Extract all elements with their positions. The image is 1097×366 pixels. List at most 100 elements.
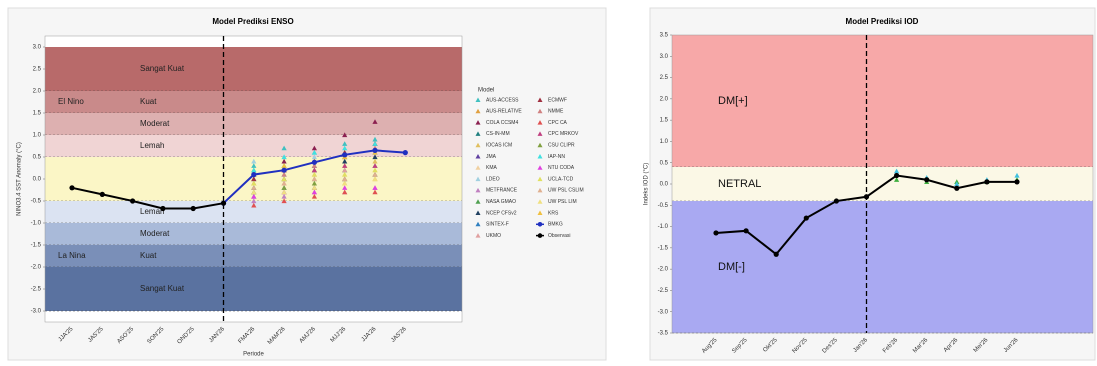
y-tick-label: 2.5: [33, 67, 42, 73]
y-tick-label: -1.5: [31, 243, 42, 249]
legend-marker: [475, 142, 481, 148]
y-tick-label: 2.0: [33, 89, 42, 95]
y-axis-label: Indeks IOD (°C): [644, 163, 650, 205]
y-tick-label: 0.0: [660, 182, 669, 188]
y-tick-label: -1.0: [658, 224, 669, 230]
model-point: [311, 180, 317, 186]
y-tick-label: -3.0: [658, 309, 669, 315]
legend-label: CS-IN-MM: [486, 131, 510, 137]
model-point: [311, 145, 317, 151]
series-point: [372, 147, 378, 153]
legend-label: ECMWF: [548, 97, 567, 103]
model-point: [311, 185, 317, 190]
series-point: [894, 172, 900, 179]
band-group-label: El Nino: [58, 97, 84, 106]
plot-frame: [44, 35, 463, 323]
band: [672, 35, 1093, 167]
legend-label: KRS: [548, 210, 559, 216]
y-tick-label: 2.5: [660, 75, 669, 81]
legend-marker: [537, 176, 543, 182]
model-point: [251, 180, 257, 186]
model-point: [372, 119, 378, 124]
legend-label: NCEP CFSv2: [486, 210, 517, 216]
model-point: [311, 189, 317, 195]
model-point: [281, 172, 287, 177]
model-point: [281, 154, 287, 160]
series-point: [863, 194, 870, 200]
legend-marker: [537, 154, 543, 159]
chart-title: Model Prediksi IOD: [846, 17, 919, 26]
legend-label: UKMO: [486, 233, 501, 239]
model-point: [311, 150, 317, 155]
legend-label: LDEO: [486, 176, 500, 182]
legend-marker: [475, 176, 481, 182]
model-point: [894, 168, 900, 174]
band: [672, 201, 1093, 333]
model-point: [251, 163, 257, 168]
model-point: [251, 167, 257, 173]
model-point: [342, 180, 348, 186]
model-point: [311, 167, 317, 173]
y-tick-label: -1.0: [31, 221, 42, 227]
series-point: [281, 167, 287, 173]
model-point: [372, 189, 378, 195]
legend-marker: [537, 210, 543, 215]
series-point: [1014, 179, 1020, 185]
model-point: [342, 141, 348, 146]
series-point: [833, 198, 840, 204]
legend-label: AUS-ACCESS: [486, 97, 519, 103]
model-point: [342, 176, 348, 182]
model-point: [311, 176, 317, 182]
model-point: [281, 163, 287, 168]
y-tick-label: 3.0: [660, 54, 669, 60]
y-tick-label: -2.5: [658, 288, 669, 294]
y-tick-label: 0.0: [33, 177, 42, 183]
model-point: [251, 176, 257, 182]
band-label: Kuat: [140, 251, 157, 260]
y-axis-label: NINO3.4 SST Anomaly (°C): [17, 142, 23, 216]
legend-label: CPC CA: [548, 120, 568, 126]
legend-title: Model: [478, 88, 494, 94]
series-point: [220, 200, 227, 206]
band-label: Lemah: [140, 141, 164, 150]
model-point: [894, 177, 900, 182]
y-tick-label: -0.5: [658, 203, 669, 209]
legend-marker: [537, 165, 543, 170]
band-label: Moderat: [140, 119, 170, 128]
legend-label: NTU CODA: [548, 165, 575, 171]
model-point: [342, 189, 348, 195]
legend-marker: [537, 187, 543, 193]
y-tick-label: 1.5: [660, 118, 669, 124]
y-tick-label: 3.5: [660, 33, 669, 39]
band-label: Moderat: [140, 229, 170, 238]
series-point: [743, 228, 749, 234]
model-point: [372, 154, 378, 160]
legend-marker: [537, 97, 543, 102]
y-tick-label: -1.5: [658, 245, 669, 251]
band-label: NETRAL: [718, 178, 761, 190]
model-point: [311, 163, 317, 168]
legend-label: METFRANCE: [486, 188, 518, 194]
series-point: [160, 205, 166, 212]
band-label: DM[-]: [718, 261, 745, 273]
series-point: [924, 177, 930, 183]
model-point: [311, 194, 317, 199]
model-point: [342, 158, 348, 164]
x-axis-label: Periode: [243, 352, 264, 358]
series-point: [402, 150, 408, 156]
series-point: [954, 185, 960, 191]
model-point: [342, 132, 348, 138]
legend-marker: [537, 233, 543, 238]
band-label: Sangat Kuat: [140, 284, 185, 293]
y-tick-label: 2.0: [660, 96, 669, 102]
legend-label: COLA CCSM4: [486, 120, 518, 126]
model-point: [281, 176, 287, 182]
band: [45, 47, 462, 91]
legend-label: IOCAS ICM: [486, 143, 512, 149]
model-point: [281, 145, 287, 151]
model-point: [311, 154, 317, 160]
band: [672, 166, 1093, 202]
legend-label: JMA: [486, 154, 497, 160]
legend-marker: [475, 131, 481, 136]
